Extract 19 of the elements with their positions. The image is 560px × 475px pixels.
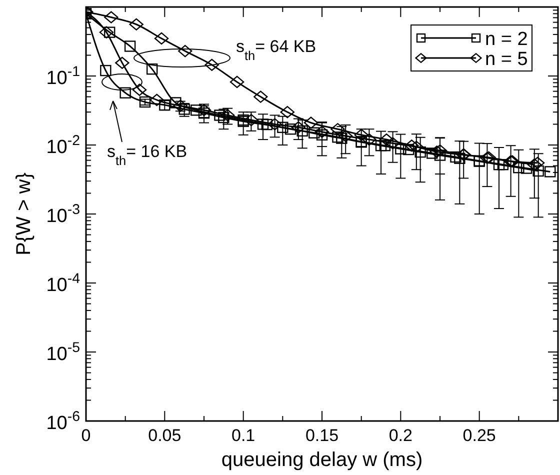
- legend-label: n = 5: [485, 49, 528, 70]
- x-tick-label: 0.2: [388, 426, 412, 445]
- y-tick-label: 10$^{-3}$: [46, 202, 80, 227]
- x-tick-label: 0.15: [305, 426, 339, 445]
- x-tick-label: 0.25: [462, 426, 496, 445]
- annotation: s$_{th}$= 64 KB: [236, 37, 316, 62]
- y-tick-label: 10$^{-6}$: [46, 409, 80, 434]
- legend-label: n = 2: [485, 29, 528, 50]
- x-tick-label: 0.1: [232, 426, 256, 445]
- x-tick-label: 0.05: [148, 426, 182, 445]
- annotation: s$_{th}$= 16 KB: [107, 142, 188, 168]
- legend-entry: n = 2: [416, 29, 528, 50]
- y-axis-title: P{W > w}: [13, 172, 35, 256]
- y-tick-label: 10$^{-4}$: [46, 271, 80, 296]
- x-tick-label: 0: [81, 426, 91, 445]
- y-tick-label: 10$^{-5}$: [46, 340, 80, 365]
- y-tick-label: 10$^{-1}$: [46, 64, 80, 89]
- x-axis-title: queueing delay w (ms): [221, 449, 423, 471]
- y-tick-label: 10$^{-2}$: [46, 133, 80, 158]
